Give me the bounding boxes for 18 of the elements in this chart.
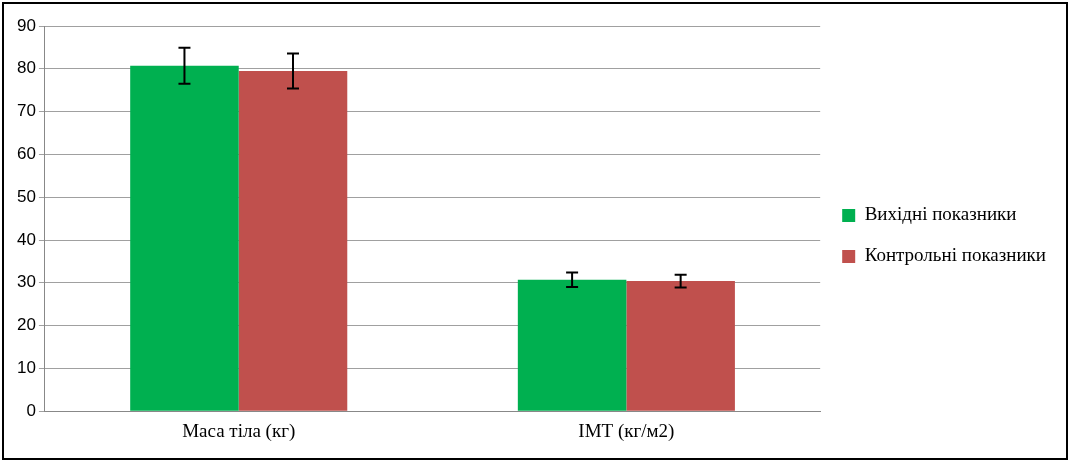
y-tick-label: 30 xyxy=(16,272,36,292)
bar xyxy=(626,281,735,411)
x-tick-label: Маса тіла (кг) xyxy=(182,419,296,442)
y-tick-label: 60 xyxy=(16,144,36,164)
y-tick-label: 0 xyxy=(26,400,36,420)
y-tick-label: 50 xyxy=(16,186,36,206)
y-tick-label: 90 xyxy=(16,15,36,35)
bar xyxy=(130,65,239,411)
y-tick-label: 20 xyxy=(16,315,36,335)
legend-label: Контрольні показники xyxy=(864,244,1047,266)
y-tick-label: 80 xyxy=(16,58,36,78)
x-tick-label: ІМТ (кг/м2) xyxy=(578,419,675,442)
bar xyxy=(517,279,627,411)
legend-label: Вихідні показники xyxy=(864,203,1017,225)
bar xyxy=(238,70,348,411)
y-tick-label: 70 xyxy=(16,101,36,121)
y-tick-label: 40 xyxy=(16,229,36,249)
y-tick-label: 10 xyxy=(16,358,36,378)
